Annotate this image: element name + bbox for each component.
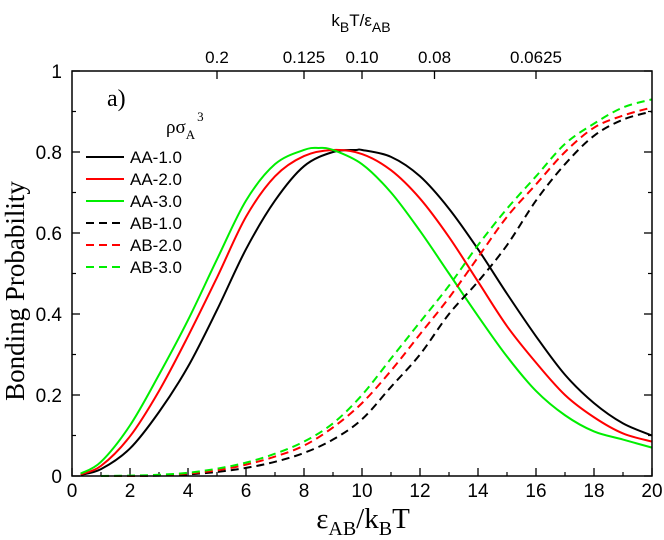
x-tick-label: 18: [583, 481, 604, 502]
series-line-aa-1.0: [80, 148, 653, 476]
series-lines: [80, 98, 653, 478]
top-tick-labels: 0.2 0.125 0.10 0.08 0.0625: [205, 48, 562, 67]
x-tick-label: 6: [241, 481, 252, 502]
legend-entries: AA-1.0 AA-2.0 AA-3.0 AB-1.0 AB-2.0 AB-3.0: [86, 148, 182, 277]
legend-title-sup: 3: [197, 109, 204, 124]
x-axis-title: εAB/kBT: [316, 503, 410, 540]
x-title-mid: /k: [356, 503, 379, 535]
y-tick-label: 1: [51, 62, 62, 83]
x-title-sub-b: B: [379, 518, 392, 540]
x-tick-labels: 0 2 4 6 8 10 12 14 16 18 20: [67, 481, 663, 502]
x-tick-label: 4: [183, 481, 194, 502]
y-axis-title: Bonding Probability: [0, 181, 30, 401]
top-title-sub-ab: AB: [372, 19, 391, 35]
x-tick-label: 20: [641, 481, 662, 502]
series-line-aa-2.0: [80, 148, 653, 476]
legend-label-ab-1.0: AB-1.0: [130, 214, 182, 233]
y-tick-label: 0.6: [36, 224, 62, 245]
y-tick-label: 0.4: [36, 305, 63, 326]
panel-label: a): [107, 86, 126, 112]
legend-title-sub: A: [186, 127, 196, 142]
series-line-ab-3.0: [100, 98, 653, 477]
x-tick-label: 8: [299, 481, 310, 502]
y-tick-label: 0: [51, 467, 62, 488]
x-title-epsilon: ε: [316, 503, 328, 535]
top-tick-label: 0.08: [418, 48, 451, 67]
legend-label-aa-3.0: AA-3.0: [130, 192, 182, 211]
top-title-k: k: [331, 11, 340, 30]
y-tick-labels: 0 0.2 0.4 0.6 0.8 1: [36, 62, 63, 488]
series-line-ab-1.0: [100, 110, 653, 478]
legend: ρσA3 AA-1.0 AA-2.0 AA-3.0 AB-1.0 AB-2.0 AB-3.…: [86, 109, 204, 277]
legend-label-ab-2.0: AB-2.0: [130, 236, 182, 255]
top-axis-title: kBT/εAB: [331, 11, 390, 35]
y-tick-label: 0.8: [36, 143, 62, 164]
legend-label-aa-2.0: AA-2.0: [130, 170, 182, 189]
series-line-aa-3.0: [80, 146, 653, 475]
x-tick-label: 0: [67, 481, 78, 502]
x-tick-label: 12: [409, 481, 430, 502]
x-tick-label: 10: [351, 481, 372, 502]
top-tick-label: 0.2: [205, 48, 229, 67]
legend-label-ab-3.0: AB-3.0: [130, 258, 182, 277]
top-tick-label: 0.0625: [510, 48, 562, 67]
legend-title-rho: ρσ: [166, 117, 186, 138]
top-title-mid: T/ε: [349, 11, 372, 30]
legend-label-aa-1.0: AA-1.0: [130, 148, 182, 167]
series-line-ab-2.0: [100, 106, 653, 478]
top-title-sub-b: B: [340, 19, 349, 35]
legend-title: ρσA3: [166, 109, 204, 142]
top-tick-label: 0.10: [345, 48, 378, 67]
top-tick-label: 0.125: [283, 48, 326, 67]
x-title-sub-ab: AB: [328, 518, 356, 540]
x-tick-label: 16: [525, 481, 546, 502]
x-tick-label: 14: [467, 481, 489, 502]
y-tick-label: 0.2: [36, 386, 62, 407]
x-title-tail: T: [392, 503, 410, 535]
x-tick-label: 2: [125, 481, 136, 502]
plot-frame: [71, 70, 653, 477]
